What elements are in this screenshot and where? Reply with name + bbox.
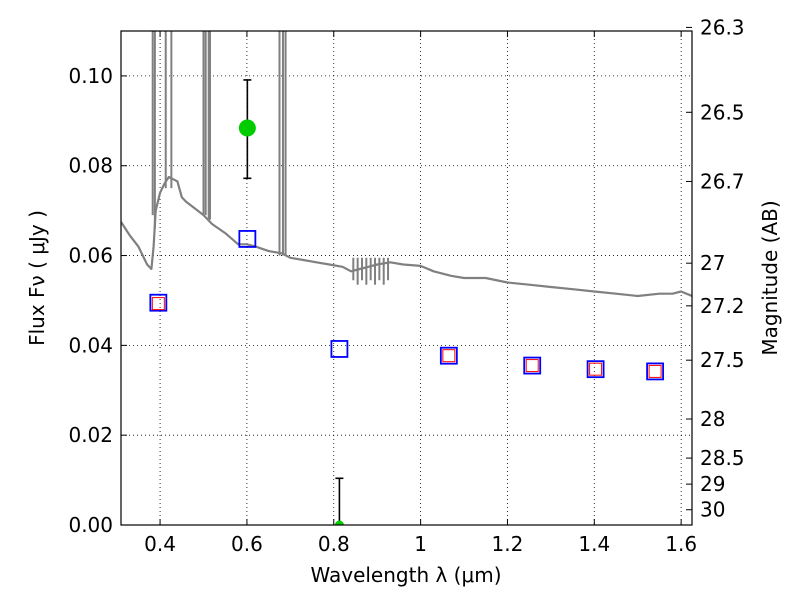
detection-point	[334, 520, 344, 525]
detection-point	[238, 119, 256, 137]
x-tick-label: 0.4	[144, 532, 176, 556]
y-tick-label: 0.08	[68, 154, 113, 178]
y-axis-title: Flux Fν ( μJy )	[25, 210, 49, 346]
right-tick-label: 26.3	[700, 15, 745, 39]
observed-limit-square	[151, 297, 165, 311]
right-tick-label: 26.5	[700, 100, 745, 124]
right-tick-label: 27	[700, 251, 725, 275]
observed-limit-square	[442, 349, 456, 363]
x-tick-label: 0.8	[318, 532, 350, 556]
x-tick-label: 1	[414, 532, 427, 556]
x-tick-label: 1.6	[665, 532, 697, 556]
right-tick-label: 27.2	[700, 294, 745, 318]
right-tick-label: 27.5	[700, 348, 745, 372]
observed-limit-square	[525, 359, 539, 373]
marker-layer	[149, 79, 664, 525]
y-tick-label: 0.10	[68, 64, 113, 88]
observed-limit-square	[648, 364, 662, 378]
x-axis-title: Wavelength λ (μm)	[310, 563, 501, 587]
y-tick-label: 0.04	[68, 333, 113, 357]
model-photometry-square	[238, 230, 257, 248]
y-tick-label: 0.06	[68, 244, 113, 268]
right-tick-label: 28	[700, 407, 725, 431]
model-photometry-square	[439, 346, 458, 365]
right-tick-label: 29	[700, 472, 725, 496]
model-photometry-square	[149, 293, 168, 312]
y-tick-label: 0.00	[68, 513, 113, 537]
model-photometry-square	[523, 356, 542, 375]
tick-layer: 0.4 0.6 0.8 1 1.2 1.4 1.6 0.00 0.02 0.04 0.06 0.08 0…	[68, 15, 744, 556]
x-tick-label: 1.4	[578, 532, 610, 556]
model-photometry-square	[586, 360, 605, 379]
y-tick-label: 0.02	[68, 423, 113, 447]
y-axis-right-title: Magnitude (AB)	[758, 200, 782, 355]
observed-limit-square	[589, 362, 603, 376]
model-photometry-square	[646, 362, 664, 381]
right-tick-label: 26.7	[700, 169, 745, 193]
right-tick-label: 28.5	[700, 446, 745, 470]
plot-frame	[120, 30, 693, 526]
x-tick-label: 1.2	[492, 532, 524, 556]
model-photometry-square	[330, 340, 349, 358]
model-spectrum-layer	[121, 31, 692, 298]
x-tick-label: 0.6	[231, 532, 263, 556]
right-tick-label: 30	[700, 498, 725, 522]
